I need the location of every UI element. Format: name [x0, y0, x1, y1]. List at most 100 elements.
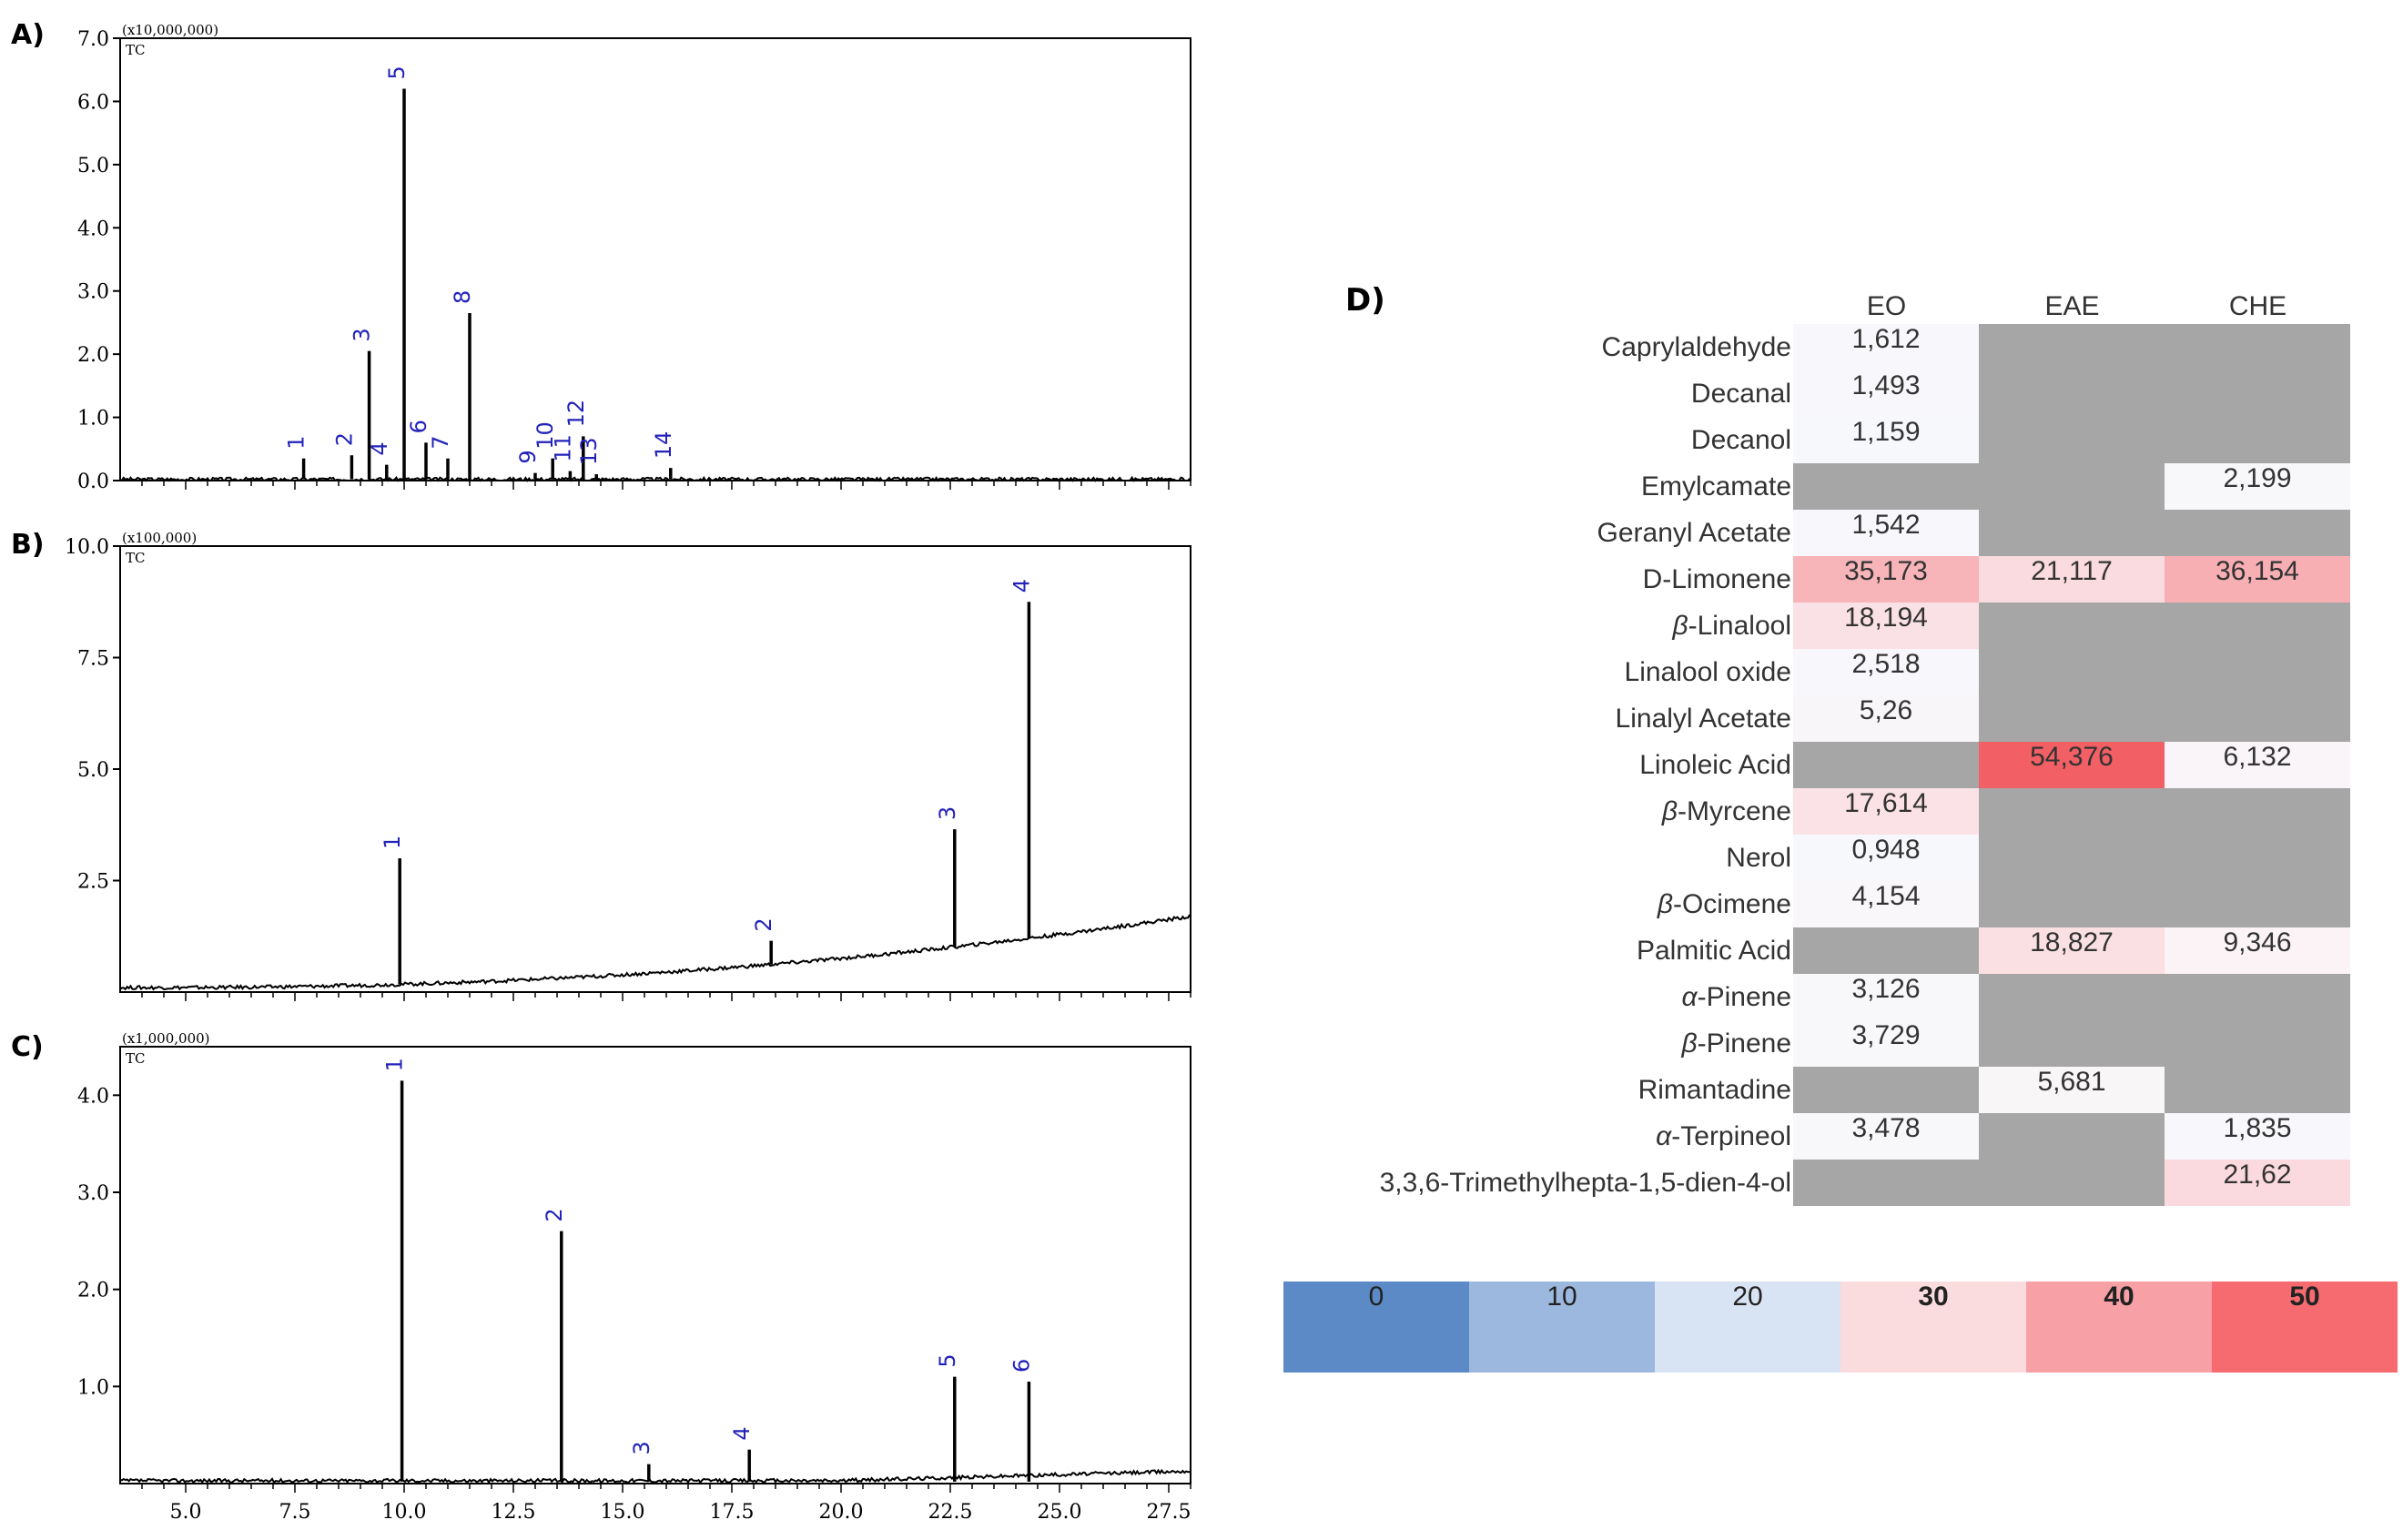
heatmap-cell-missing: [1979, 835, 2165, 881]
y-tick-label: 0.0: [77, 471, 109, 493]
heatmap-cell-missing: [1979, 510, 2165, 556]
trace-label: TC: [126, 42, 145, 58]
row-label: Emylcamate: [1640, 471, 1791, 502]
heatmap-cell: 2,199: [2165, 463, 2350, 510]
y-tick-label: 1.0: [77, 408, 109, 431]
peak-label: 9: [515, 450, 541, 463]
heatmap-cell-missing: [2165, 881, 2350, 927]
heatmap-cell-missing: [1979, 1113, 2165, 1160]
heatmap-cell-missing: [1979, 417, 2165, 463]
heatmap-cell: 18,194: [1793, 603, 1979, 649]
row-label: β-Pinene: [1681, 1028, 1791, 1059]
plot-frame: [119, 1046, 1191, 1484]
x-tick-label: 22.5: [928, 1501, 973, 1524]
column-header: EAE: [2044, 291, 2100, 321]
y-tick-label: 5.0: [77, 759, 109, 782]
row-label: Linalyl Acetate: [1615, 704, 1791, 734]
row-label: D-Limonene: [1642, 564, 1791, 594]
heatmap-cell: 3,126: [1793, 974, 1979, 1020]
y-tick-label: 6.0: [77, 91, 109, 114]
heatmap-cell-missing: [1793, 927, 1979, 974]
peak-label: 2: [331, 432, 357, 446]
heatmap-cell-missing: [2165, 835, 2350, 881]
y-tick-label: 2.5: [77, 871, 109, 894]
peak-label: 4: [1009, 579, 1034, 593]
baseline-trace: [119, 914, 1191, 991]
row-label: 3,3,6-Trimethylhepta-1,5-dien-4-ol: [1379, 1168, 1791, 1198]
x-tick-label: 5.0: [170, 1501, 202, 1524]
peak-label: 13: [576, 438, 602, 466]
trace-label: TC: [126, 1050, 145, 1067]
y-scale-label: (x1,000,000): [122, 1030, 210, 1047]
heatmap-cell-missing: [2165, 1020, 2350, 1067]
row-label: Caprylaldehyde: [1601, 332, 1791, 362]
heatmap-cell-missing: [2165, 974, 2350, 1020]
peak-label: 1: [380, 836, 405, 849]
heatmap-cell-missing: [1793, 463, 1979, 510]
peak-label: 2: [542, 1208, 567, 1221]
y-tick-label: 4.0: [77, 218, 109, 240]
heatmap-cell: 17,614: [1793, 788, 1979, 835]
heatmap-cell-missing: [1979, 649, 2165, 695]
heatmap-cell: 54,376: [1979, 742, 2165, 788]
row-label: Nerol: [1726, 843, 1791, 873]
heatmap-cell: 35,173: [1793, 556, 1979, 603]
y-tick-label: 4.0: [77, 1085, 109, 1108]
peak-label: 1: [382, 1058, 408, 1071]
panel-label: B): [11, 529, 45, 561]
heatmap-cell-missing: [2165, 649, 2350, 695]
heatmap-cell-missing: [1979, 881, 2165, 927]
panel-label: D): [1345, 282, 1385, 319]
heatmap-cell: 3,478: [1793, 1113, 1979, 1160]
y-scale-label: (x10,000,000): [122, 22, 218, 38]
row-label: β-Ocimene: [1657, 889, 1791, 919]
y-tick-label: 3.0: [77, 1182, 109, 1205]
column-header: EO: [1866, 291, 1907, 321]
heatmap-cell-missing: [2165, 603, 2350, 649]
plot-frame: [119, 37, 1191, 481]
heatmap-cell: 3,729: [1793, 1020, 1979, 1067]
heatmap-cell-missing: [2165, 695, 2350, 742]
heatmap-cell: 9,346: [2165, 927, 2350, 974]
peak-label: 14: [651, 431, 676, 460]
heatmap-cell-missing: [1793, 742, 1979, 788]
peak-label: 5: [384, 66, 410, 79]
x-tick-label: 27.5: [1147, 1501, 1191, 1524]
peak-label: 1: [284, 435, 309, 449]
heatmap-cell-missing: [2165, 788, 2350, 835]
y-tick-label: 7.5: [77, 648, 109, 671]
peak-label: 4: [729, 1426, 755, 1440]
peak-label: 10: [532, 421, 558, 450]
y-tick-label: 1.0: [77, 1376, 109, 1399]
legend-swatch: 10: [1469, 1282, 1655, 1373]
heatmap-cell: 18,827: [1979, 927, 2165, 974]
x-tick-label: 17.5: [710, 1501, 755, 1524]
trace-label: TC: [126, 550, 145, 566]
heatmap-cell: 0,948: [1793, 835, 1979, 881]
panel-label: C): [11, 1031, 44, 1063]
heatmap-cell-missing: [2165, 510, 2350, 556]
row-label: Palmitic Acid: [1636, 936, 1791, 966]
heatmap-cell: 1,542: [1793, 510, 1979, 556]
peak-label: 7: [428, 435, 453, 449]
y-tick-label: 5.0: [77, 155, 109, 177]
row-label: Geranyl Acetate: [1597, 518, 1791, 548]
heatmap-cell-missing: [1979, 1160, 2165, 1206]
row-label: β-Myrcene: [1661, 796, 1791, 826]
heatmap-cell-missing: [1793, 1067, 1979, 1113]
row-label: α-Pinene: [1681, 982, 1791, 1012]
x-tick-label: 20.0: [819, 1501, 864, 1524]
row-label: β-Linalool: [1672, 611, 1791, 641]
peak-label: 6: [406, 420, 431, 433]
heatmap-cell-missing: [2165, 370, 2350, 417]
legend-swatch: 30: [1840, 1282, 2026, 1373]
panel-label: A): [11, 19, 45, 51]
peak-label: 5: [935, 1353, 960, 1367]
x-tick-label: 7.5: [279, 1501, 311, 1524]
row-label: α-Terpineol: [1656, 1121, 1791, 1151]
heatmap-cell-missing: [1979, 370, 2165, 417]
peak-label: 6: [1009, 1359, 1034, 1373]
peak-label: 8: [450, 290, 475, 304]
baseline-trace: [119, 475, 1191, 482]
